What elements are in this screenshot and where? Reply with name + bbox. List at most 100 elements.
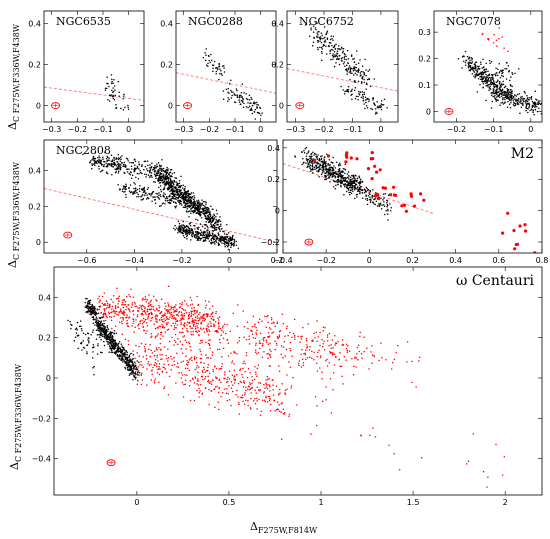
point-red xyxy=(106,302,109,305)
point-black xyxy=(107,330,109,332)
point-black xyxy=(196,236,198,238)
point-red xyxy=(139,304,141,307)
point-black xyxy=(97,343,99,345)
point-black xyxy=(194,236,196,239)
point-black xyxy=(531,106,534,109)
point-black xyxy=(220,225,222,227)
point-red xyxy=(137,323,140,325)
point-red xyxy=(155,320,157,323)
point-black xyxy=(217,234,220,237)
point-black xyxy=(162,167,165,170)
point-black xyxy=(211,237,213,240)
point-black xyxy=(474,76,476,79)
point-black xyxy=(139,184,141,187)
point-black xyxy=(89,306,92,308)
point-black xyxy=(224,241,226,244)
point-black xyxy=(212,223,215,226)
point-black xyxy=(343,52,346,55)
point-red xyxy=(162,325,164,327)
point-red xyxy=(518,224,522,228)
point-red xyxy=(191,327,194,329)
point-black xyxy=(175,205,178,207)
point-red xyxy=(261,356,264,359)
point-red xyxy=(280,411,282,413)
point-black xyxy=(105,157,108,160)
point-black xyxy=(215,66,218,69)
point-black xyxy=(349,191,352,194)
point-red xyxy=(151,305,153,308)
point-black xyxy=(487,78,489,81)
point-black xyxy=(170,179,172,181)
point-black xyxy=(92,343,95,346)
point-black xyxy=(317,166,320,169)
point-black xyxy=(381,204,383,206)
point-black xyxy=(363,72,365,74)
point-red xyxy=(183,315,186,317)
point-black xyxy=(151,162,153,164)
point-black xyxy=(156,163,158,165)
point-black xyxy=(365,82,368,84)
point-black xyxy=(350,67,353,70)
point-black xyxy=(342,170,344,173)
point-black xyxy=(103,332,106,335)
point-black xyxy=(325,167,327,169)
point-black xyxy=(108,100,111,102)
point-red xyxy=(115,310,118,313)
point-black xyxy=(104,329,107,332)
point-black xyxy=(193,196,196,199)
y-tick-label: 0.4 xyxy=(160,19,173,28)
point-black xyxy=(496,85,498,88)
point-red xyxy=(227,355,230,357)
point-black xyxy=(146,170,149,172)
point-black xyxy=(111,91,114,93)
point-red xyxy=(202,313,205,316)
point-black xyxy=(517,97,520,100)
point-red xyxy=(179,303,181,305)
point-black xyxy=(89,313,91,316)
point-black xyxy=(218,62,220,65)
point-red xyxy=(159,325,162,328)
point-black xyxy=(380,108,383,111)
point-black xyxy=(235,94,237,97)
point-black xyxy=(478,67,481,70)
point-red xyxy=(219,348,221,351)
point-black xyxy=(163,170,165,172)
point-red xyxy=(272,394,275,397)
point-black xyxy=(534,90,537,92)
point-red xyxy=(198,334,200,337)
point-black xyxy=(108,85,110,88)
point-black xyxy=(101,328,103,331)
point-black xyxy=(238,94,241,97)
point-black xyxy=(108,157,110,159)
point-black xyxy=(99,351,102,354)
point-black xyxy=(107,336,110,339)
point-black xyxy=(106,76,108,78)
point-black xyxy=(90,309,92,312)
point-red xyxy=(154,318,157,320)
point-black xyxy=(137,379,139,382)
point-black xyxy=(212,64,215,67)
point-black xyxy=(322,167,324,170)
point-black xyxy=(214,234,217,237)
point-black xyxy=(372,97,375,100)
point-black xyxy=(312,41,315,44)
point-black xyxy=(213,214,216,217)
point-black xyxy=(191,210,194,212)
point-black xyxy=(525,104,528,106)
point-black xyxy=(251,104,254,107)
error-ellipse xyxy=(63,231,73,239)
point-black xyxy=(485,99,487,102)
point-red xyxy=(173,339,176,342)
point-black xyxy=(160,195,162,198)
point-red xyxy=(209,339,211,341)
point-red xyxy=(199,327,202,329)
point-red xyxy=(248,338,250,341)
point-black xyxy=(324,161,326,164)
point-red xyxy=(105,300,108,303)
point-black xyxy=(223,233,226,235)
point-black xyxy=(91,167,93,170)
point-black xyxy=(95,316,98,318)
point-black xyxy=(86,351,88,353)
point-red xyxy=(245,339,248,341)
panel-title: NGC7078 xyxy=(446,15,501,28)
